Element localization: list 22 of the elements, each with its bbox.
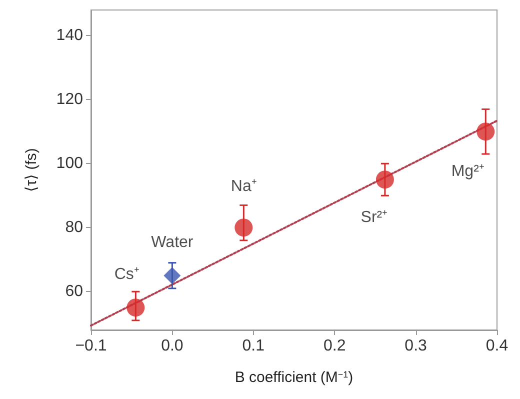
x-tick-label: −0.1 [75,338,107,354]
point [126,298,145,317]
y-axis-title: ⟨τ⟩ (fs) [23,148,40,192]
x-tick-label: 0.3 [404,338,428,354]
point [476,122,495,141]
x-tick-label: 0.0 [161,338,184,354]
y-tick-label: 80 [65,219,84,236]
annotation: Cs⁺ [114,266,139,284]
y-tick-label: 140 [56,27,84,44]
x-tick-label: 0.4 [486,338,508,354]
annotation: Sr²⁺ [360,209,388,226]
point [376,170,394,189]
x-tick-label: 0.1 [242,338,265,354]
point [234,218,253,237]
point [164,267,181,284]
y-tick-label: 120 [56,91,84,108]
y-tick-label: 60 [65,283,84,300]
annotation: Water [151,234,194,252]
annotation: Mg²⁺ [451,163,484,180]
y-tick-label: 100 [56,155,84,172]
x-tick-label: 0.2 [323,338,346,354]
annotation: Na⁺ [230,178,256,196]
